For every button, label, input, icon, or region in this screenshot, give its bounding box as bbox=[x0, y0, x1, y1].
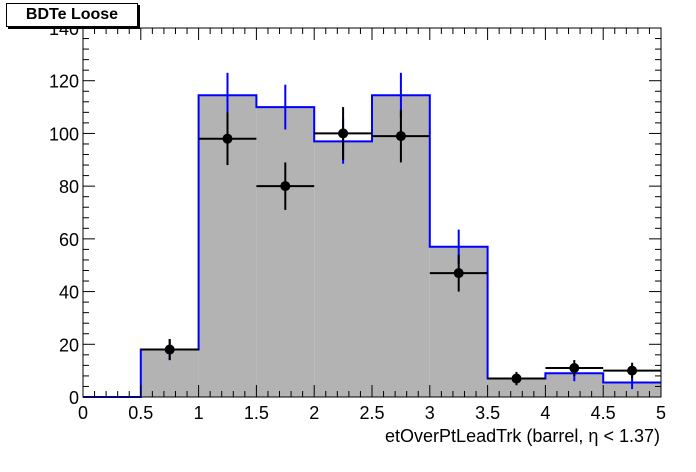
chart-title: BDTe Loose bbox=[6, 3, 138, 27]
data-point bbox=[164, 344, 175, 355]
x-tick-label: 1 bbox=[194, 403, 204, 423]
x-tick-label: 4.5 bbox=[591, 403, 616, 423]
histogram-outline bbox=[83, 94, 661, 398]
x-tick-label: 2 bbox=[309, 403, 319, 423]
x-tick-label: 3.5 bbox=[475, 403, 500, 423]
x-tick-label: 4 bbox=[540, 403, 550, 423]
data-point bbox=[280, 181, 291, 192]
y-tick-label: 80 bbox=[59, 177, 79, 197]
mc-histogram bbox=[83, 72, 661, 398]
y-tick-label: 40 bbox=[59, 283, 79, 303]
y-tick-label: 20 bbox=[59, 335, 79, 355]
data-points bbox=[140, 107, 661, 386]
x-tick-label: 2.5 bbox=[359, 403, 384, 423]
x-tick-label: 0 bbox=[78, 403, 88, 423]
y-tick-label: 60 bbox=[59, 230, 79, 250]
data-point bbox=[569, 363, 580, 374]
data-point bbox=[338, 128, 349, 139]
histogram-bin bbox=[487, 378, 546, 397]
y-tick-label: 0 bbox=[69, 388, 79, 408]
y-tick-label: 100 bbox=[49, 124, 79, 144]
histogram-bin bbox=[545, 373, 604, 397]
x-tick-label: 0.5 bbox=[128, 403, 153, 423]
x-axis-label: etOverPtLeadTrk (barrel, η < 1.37) bbox=[385, 426, 660, 446]
data-point bbox=[222, 133, 233, 144]
data-point bbox=[453, 268, 464, 279]
histogram-bin bbox=[603, 382, 661, 397]
x-tick-label: 3 bbox=[425, 403, 435, 423]
x-tick-label: 5 bbox=[656, 403, 666, 423]
data-point bbox=[511, 373, 522, 384]
histogram-bin bbox=[256, 107, 315, 398]
data-point bbox=[627, 365, 638, 376]
histogram-bin bbox=[314, 141, 372, 397]
data-point bbox=[395, 131, 406, 142]
y-tick-label: 120 bbox=[49, 72, 79, 92]
x-tick-label: 1.5 bbox=[244, 403, 269, 423]
